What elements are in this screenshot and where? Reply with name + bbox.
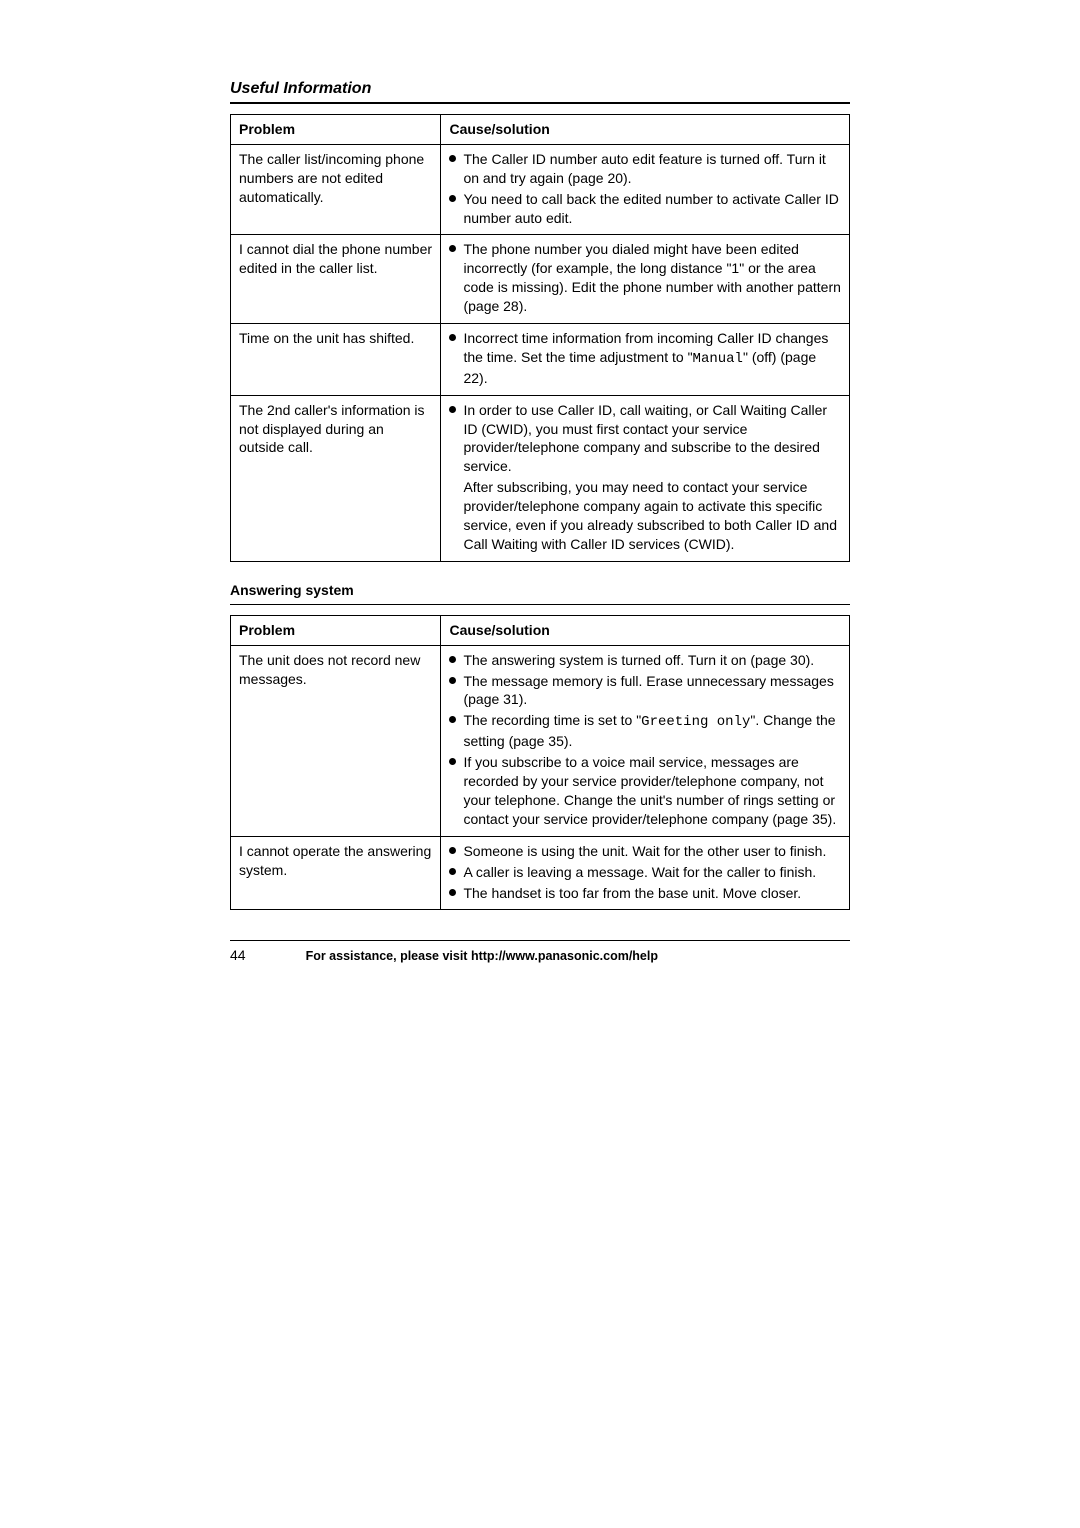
list-item: The Caller ID number auto edit feature i… [449,150,841,188]
list-item: The message memory is full. Erase unnece… [449,672,841,710]
solution-cell: In order to use Caller ID, call waiting,… [441,395,850,561]
column-header-problem: Problem [231,615,441,645]
table-row: I cannot dial the phone number edited in… [231,235,850,324]
page-footer: 44 For assistance, please visit http://w… [230,940,850,963]
troubleshooting-table-answering: Problem Cause/solution The unit does not… [230,615,850,911]
list-item: After subscribing, you may need to conta… [449,478,841,554]
troubleshooting-table-general: Problem Cause/solution The caller list/i… [230,114,850,562]
mono-text: Manual [693,351,743,367]
list-item: You need to call back the edited number … [449,190,841,228]
problem-cell: Time on the unit has shifted. [231,324,441,396]
solution-list: The Caller ID number auto edit feature i… [449,150,841,228]
list-item: If you subscribe to a voice mail service… [449,753,841,829]
problem-cell: I cannot dial the phone number edited in… [231,235,441,324]
table-row: I cannot operate the answering system. So… [231,836,850,910]
problem-cell: The 2nd caller's information is not disp… [231,395,441,561]
subsection-heading: Answering system [230,582,850,605]
mono-text: Greeting only [641,714,750,730]
solution-list: In order to use Caller ID, call waiting,… [449,401,841,554]
solution-cell: The answering system is turned off. Turn… [441,645,850,836]
table-row: Time on the unit has shifted.Incorrect t… [231,324,850,396]
list-item: A caller is leaving a message. Wait for … [449,863,841,882]
problem-cell: The unit does not record new messages. [231,645,441,836]
solution-list: The answering system is turned off. Turn… [449,651,841,829]
solution-list: Someone is using the unit. Wait for the … [449,842,841,903]
document-content: Useful Information Problem Cause/solutio… [230,80,850,963]
column-header-solution: Cause/solution [441,115,850,145]
solution-cell: The phone number you dialed might have b… [441,235,850,324]
solution-cell: The Caller ID number auto edit feature i… [441,144,850,235]
solution-list: The phone number you dialed might have b… [449,240,841,316]
list-item: The handset is too far from the base uni… [449,884,841,903]
footer-assistance-text: For assistance, please visit http://www.… [306,949,658,963]
solution-list: Incorrect time information from incoming… [449,329,841,388]
problem-cell: I cannot operate the answering system. [231,836,441,910]
list-item: The phone number you dialed might have b… [449,240,841,316]
list-item: In order to use Caller ID, call waiting,… [449,401,841,477]
table-row: The unit does not record new messages.Th… [231,645,850,836]
solution-cell: Incorrect time information from incoming… [441,324,850,396]
table-row: The 2nd caller's information is not disp… [231,395,850,561]
list-item: The recording time is set to "Greeting o… [449,711,841,751]
section-heading: Useful Information [230,80,850,104]
column-header-solution: Cause/solution [441,615,850,645]
list-item: Someone is using the unit. Wait for the … [449,842,841,861]
page-number: 44 [230,947,246,963]
table-row: The caller list/incoming phone numbers a… [231,144,850,235]
problem-cell: The caller list/incoming phone numbers a… [231,144,441,235]
column-header-problem: Problem [231,115,441,145]
solution-cell: Someone is using the unit. Wait for the … [441,836,850,910]
list-item: The answering system is turned off. Turn… [449,651,841,670]
list-item: Incorrect time information from incoming… [449,329,841,388]
